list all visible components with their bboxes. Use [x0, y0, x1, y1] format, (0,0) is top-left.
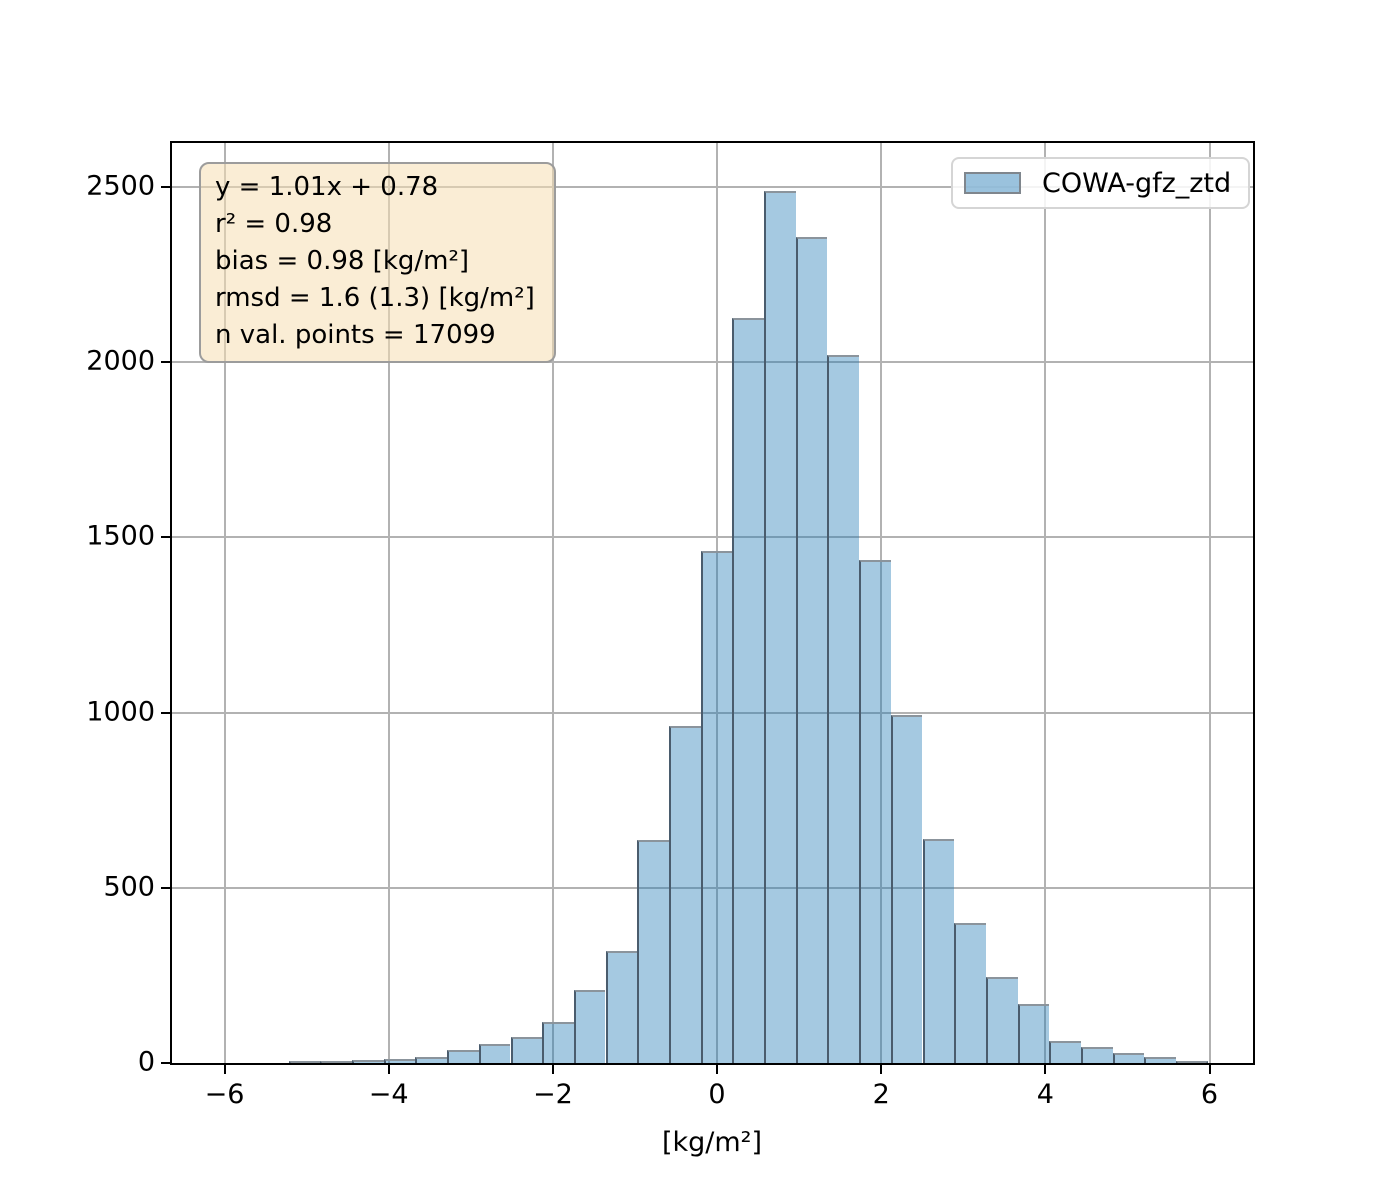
histogram-bar — [890, 715, 923, 1063]
x-tick — [551, 1065, 554, 1074]
histogram-bar — [1144, 1057, 1177, 1063]
histogram-bar — [1049, 1040, 1081, 1063]
histogram-bar — [1112, 1052, 1145, 1063]
legend: COWA-gfz_ztd — [951, 157, 1250, 209]
histogram-bar — [288, 1061, 321, 1063]
x-gridline — [551, 143, 554, 1063]
stats-line-npoints: n val. points = 17099 — [215, 320, 496, 350]
stats-annotation-box: y = 1.01x + 0.78 r² = 0.98 bias = 0.98 [… — [199, 162, 556, 363]
y-tick — [161, 361, 170, 363]
x-gridline — [716, 143, 718, 1063]
stats-line-equation: y = 1.01x + 0.78 — [215, 172, 439, 202]
stats-line-r2: r² = 0.98 — [215, 209, 333, 239]
x-tick — [387, 1065, 390, 1074]
x-tick — [716, 1065, 718, 1074]
x-tick-label: 0 — [708, 1079, 726, 1110]
x-tick-label: −4 — [368, 1079, 409, 1110]
x-tick-label: 4 — [1036, 1079, 1054, 1110]
x-tick-label: −2 — [532, 1079, 573, 1110]
x-gridline — [387, 143, 390, 1063]
histogram-bar — [668, 725, 701, 1063]
histogram-bar — [605, 950, 638, 1063]
y-tick — [161, 185, 170, 188]
stats-line-bias: bias = 0.98 [kg/m²] — [215, 246, 470, 276]
x-axis-label: [kg/m²] — [661, 1127, 763, 1158]
y-tick-label: 1500 — [86, 520, 155, 552]
x-gridline — [1208, 143, 1211, 1063]
histogram-bar — [795, 236, 828, 1063]
y-tick-label: 500 — [103, 871, 155, 903]
histogram-bar — [383, 1059, 416, 1063]
histogram-bars-layer — [172, 143, 1253, 1063]
x-tick-label: 2 — [872, 1079, 890, 1110]
y-tick-label: 1000 — [86, 695, 155, 727]
y-gridline — [172, 536, 1253, 539]
histogram-bar — [352, 1060, 384, 1063]
x-tick — [223, 1065, 226, 1074]
histogram-bar — [954, 922, 986, 1063]
histogram-bar — [1017, 1004, 1050, 1063]
histogram-bar — [732, 317, 764, 1063]
x-tick — [1044, 1065, 1047, 1074]
histogram-bar — [859, 560, 891, 1063]
histogram-bar — [827, 354, 860, 1063]
y-tick — [161, 536, 170, 539]
x-gridline — [223, 143, 226, 1063]
histogram-bar — [447, 1050, 479, 1063]
y-gridline — [172, 886, 1253, 889]
x-tick — [880, 1065, 883, 1074]
y-gridline — [172, 711, 1253, 714]
y-gridline — [172, 361, 1253, 363]
stats-line-rmsd: rmsd = 1.6 (1.3) [kg/m²] — [215, 283, 535, 313]
x-tick — [1208, 1065, 1211, 1074]
x-gridline — [880, 143, 883, 1063]
histogram-bar — [985, 977, 1018, 1063]
y-tick-label: 2000 — [86, 345, 155, 377]
y-tick-label: 0 — [137, 1046, 155, 1078]
histogram-bar — [320, 1061, 352, 1063]
histogram-bar — [510, 1036, 543, 1063]
histogram-bar — [1176, 1060, 1208, 1063]
histogram-bar — [573, 990, 606, 1063]
plot-area — [170, 141, 1255, 1065]
histogram-bar — [1081, 1046, 1113, 1063]
histogram-bar — [542, 1021, 574, 1063]
y-tick-label: 2500 — [86, 170, 155, 202]
y-gridline — [172, 185, 1253, 188]
histogram-bar — [700, 551, 733, 1063]
y-tick — [161, 886, 170, 889]
y-tick — [161, 711, 170, 714]
histogram-bar — [922, 839, 955, 1063]
histogram-bar — [478, 1044, 511, 1063]
histogram-bar — [637, 839, 669, 1063]
legend-swatch — [964, 172, 1021, 194]
histogram-bar — [764, 191, 796, 1063]
x-tick-label: −6 — [204, 1079, 245, 1110]
y-tick — [161, 1062, 170, 1064]
x-tick-label: 6 — [1200, 1079, 1219, 1110]
histogram-bar — [415, 1056, 448, 1063]
x-gridline — [1044, 143, 1047, 1063]
grid-layer — [172, 143, 1253, 1063]
legend-label: COWA-gfz_ztd — [1042, 167, 1232, 199]
